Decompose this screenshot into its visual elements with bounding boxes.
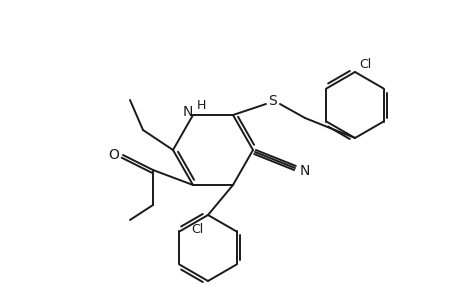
Text: Cl: Cl (191, 223, 203, 236)
Text: Cl: Cl (358, 58, 370, 70)
Text: S: S (268, 94, 277, 108)
Text: N: N (299, 164, 309, 178)
Text: N: N (182, 105, 193, 119)
Text: H: H (196, 98, 205, 112)
Text: O: O (108, 148, 119, 162)
